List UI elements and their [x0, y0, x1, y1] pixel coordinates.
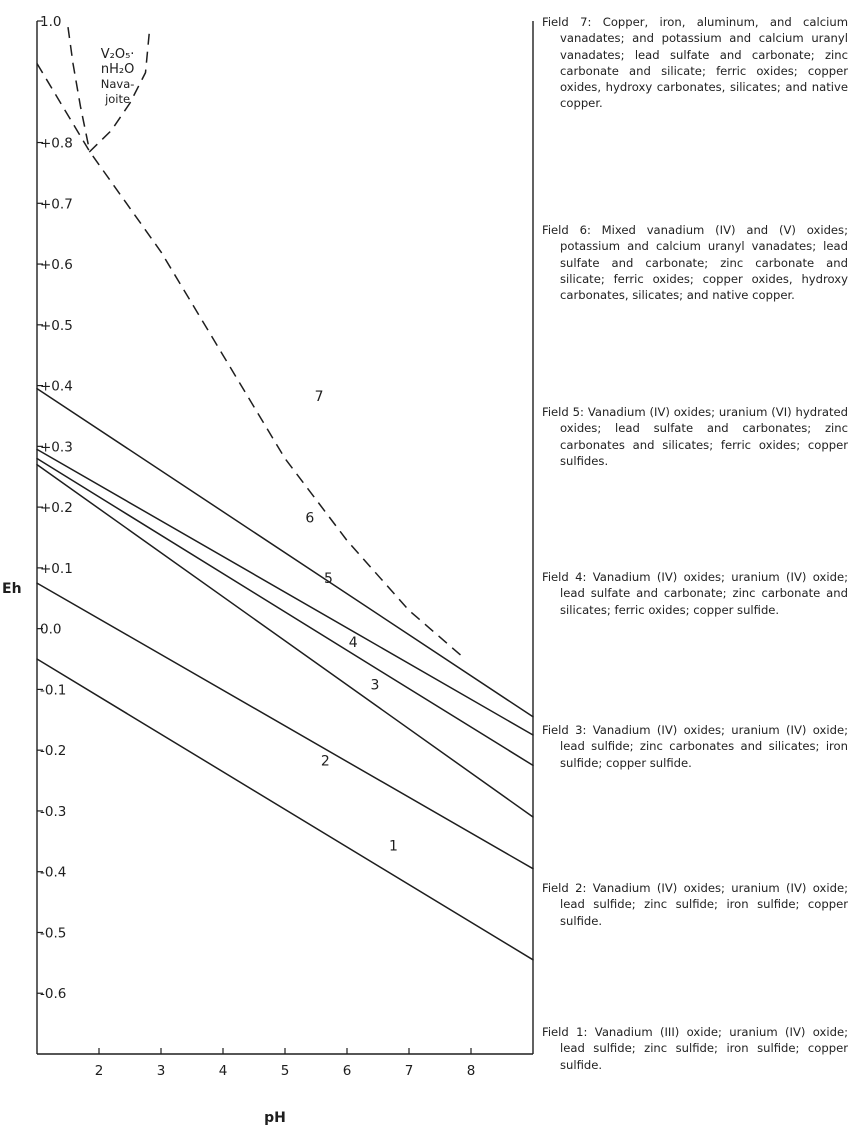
eh-tick-label: -0.4 [40, 865, 66, 881]
field-2-text: Vanadium (IV) oxides; uranium (IV) oxide… [560, 881, 848, 928]
field-6-text: Mixed vanadium (IV) and (V) oxides; pota… [560, 223, 849, 303]
field-6-title: Field 6: [542, 223, 591, 237]
x-axis-label: pH [264, 1110, 286, 1126]
eh-tick-label: +0.6 [40, 257, 73, 273]
field-number-label: 2 [321, 753, 330, 769]
field-6-note: Field 6: Mixed vanadium (IV) and (V) oxi… [542, 222, 848, 303]
field-5-note: Field 5: Vanadium (IV) oxides; uranium (… [542, 404, 848, 469]
field-2-note: Field 2: Vanadium (IV) oxides; uranium (… [542, 880, 848, 929]
field-5-title: Field 5: [542, 405, 584, 419]
field-4-text: Vanadium (IV) oxides; uranium (IV) oxide… [560, 570, 848, 617]
eh-tick-label: +0.8 [40, 136, 73, 152]
navajoite-label-line: V₂O₅· [101, 47, 135, 62]
eh-tick-label: 1.0 [40, 14, 61, 30]
y-axis-label: Eh [2, 581, 22, 597]
field-3-title: Field 3: [542, 723, 587, 737]
ph-tick-label: 3 [157, 1063, 166, 1079]
solid-boundary-line [36, 448, 534, 736]
field-number-label: 7 [315, 389, 324, 405]
eh-tick-label: +0.5 [40, 318, 73, 334]
eh-tick-label: +0.2 [40, 500, 73, 516]
field-2-title: Field 2: [542, 881, 587, 895]
navajoite-label-line: Nava- [101, 77, 135, 91]
eh-tick-label: +0.7 [40, 196, 73, 212]
field-number-label: 5 [324, 571, 333, 587]
plot-frame [36, 21, 534, 1055]
ph-tick-label: 7 [405, 1063, 414, 1079]
solid-boundary-line [36, 658, 534, 961]
ph-tick-label: 6 [343, 1063, 352, 1079]
field-4-title: Field 4: [542, 570, 587, 584]
field-boundaries [36, 26, 534, 961]
ph-axis-ticks: 2 3 4 5 6 7 8 [95, 1048, 476, 1079]
field-number-label: 6 [305, 510, 314, 526]
eh-tick-label: -0.6 [40, 986, 66, 1002]
dashed-boundary-line [36, 63, 463, 657]
field-5-text: Vanadium (IV) oxides; uranium (VI) hydra… [560, 405, 849, 468]
solid-boundary-line [36, 457, 534, 767]
field-number-label: 3 [370, 677, 379, 693]
field-number-label: 4 [349, 635, 358, 651]
ph-tick-label: 2 [95, 1063, 104, 1079]
navajoite-label-line: nH₂O [101, 62, 134, 77]
field-number-label: 1 [389, 838, 398, 854]
ph-tick-label: 5 [281, 1063, 290, 1079]
ph-tick-label: 8 [467, 1063, 476, 1079]
field-7-title: Field 7: [542, 15, 592, 29]
solid-boundary-line [36, 387, 534, 718]
field-1-title: Field 1: [542, 1025, 588, 1039]
field-1-note: Field 1: Vanadium (III) oxide; uranium (… [542, 1024, 848, 1073]
field-3-text: Vanadium (IV) oxides; uranium (IV) oxide… [560, 723, 848, 770]
eh-tick-label: -0.2 [40, 743, 66, 759]
field-4-note: Field 4: Vanadium (IV) oxides; uranium (… [542, 569, 848, 618]
solid-boundary-line [36, 463, 534, 818]
field-number-labels: 1 2 3 4 5 6 7 [305, 389, 398, 855]
navajoite-label-line: joite [104, 92, 130, 106]
eh-tick-label: +0.4 [40, 379, 73, 395]
field-7-note: Field 7: Copper, iron, aluminum, and cal… [542, 14, 848, 112]
eh-tick-label: 0.0 [40, 622, 61, 638]
field-3-note: Field 3: Vanadium (IV) oxides; uranium (… [542, 722, 848, 771]
eh-tick-label: +0.3 [40, 439, 73, 455]
dashed-boundary-line [67, 26, 151, 153]
field-1-text: Vanadium (III) oxide; uranium (IV) oxide… [560, 1025, 849, 1072]
ph-tick-label: 4 [219, 1063, 228, 1079]
eh-tick-label: -0.1 [40, 682, 66, 698]
field-7-text: Copper, iron, aluminum, and calcium vana… [560, 15, 848, 111]
eh-tick-label: -0.5 [40, 925, 66, 941]
solid-boundary-line [36, 582, 534, 870]
eh-tick-label: +0.1 [40, 561, 73, 577]
eh-tick-label: -0.3 [40, 804, 66, 820]
eh-axis-ticks: 1.0 +0.8 +0.7 +0.6 +0.5 +0.4 +0.3 +0.2 +0.1 0.0 -0… [37, 14, 73, 1002]
